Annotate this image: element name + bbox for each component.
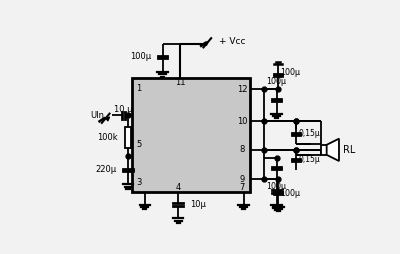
Text: 4: 4: [176, 183, 181, 192]
Text: 220µ: 220µ: [95, 165, 116, 174]
Text: 100µ: 100µ: [280, 68, 300, 76]
Text: 10µ: 10µ: [190, 200, 206, 209]
Text: 5: 5: [136, 140, 142, 149]
Text: + Vcc: + Vcc: [219, 37, 245, 46]
Bar: [132, 78, 250, 192]
Bar: [125, 128, 131, 148]
Text: 11: 11: [175, 78, 186, 87]
Text: 8: 8: [239, 145, 245, 154]
Text: 3: 3: [136, 179, 142, 187]
Text: 9: 9: [239, 174, 244, 184]
Text: 12: 12: [237, 85, 247, 93]
Text: UIn: UIn: [90, 111, 104, 120]
Text: 10: 10: [237, 117, 247, 126]
Text: 100µ: 100µ: [267, 182, 287, 191]
Text: 7: 7: [239, 183, 245, 192]
Text: 100µ: 100µ: [267, 77, 287, 86]
Text: 100k: 100k: [96, 133, 117, 142]
Bar: [320, 145, 327, 155]
Text: 0,15µ: 0,15µ: [298, 129, 320, 138]
Text: 0,15µ: 0,15µ: [298, 155, 320, 164]
Polygon shape: [327, 139, 339, 161]
Text: 10 µ: 10 µ: [114, 104, 133, 114]
Text: 1: 1: [136, 84, 142, 93]
Text: 100µ: 100µ: [280, 189, 300, 198]
Text: RL: RL: [343, 145, 355, 155]
Text: 100µ: 100µ: [130, 52, 151, 61]
